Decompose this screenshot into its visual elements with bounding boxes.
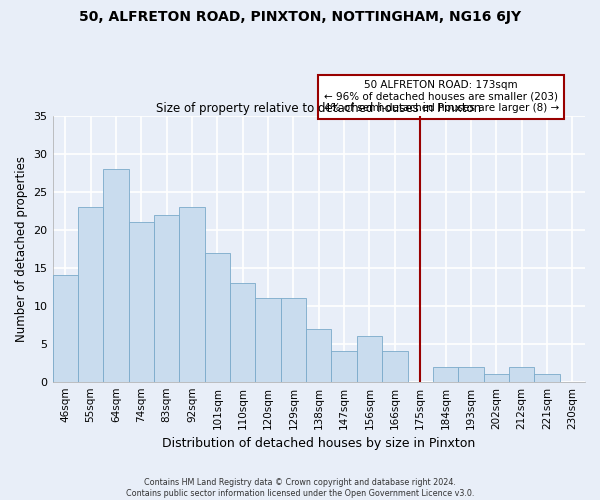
Bar xyxy=(357,336,382,382)
Bar xyxy=(534,374,560,382)
Text: 50 ALFRETON ROAD: 173sqm
← 96% of detached houses are smaller (203)
4% of semi-d: 50 ALFRETON ROAD: 173sqm ← 96% of detach… xyxy=(323,80,559,114)
Text: Contains HM Land Registry data © Crown copyright and database right 2024.
Contai: Contains HM Land Registry data © Crown c… xyxy=(126,478,474,498)
Bar xyxy=(331,352,357,382)
Bar xyxy=(78,207,103,382)
Text: 50, ALFRETON ROAD, PINXTON, NOTTINGHAM, NG16 6JY: 50, ALFRETON ROAD, PINXTON, NOTTINGHAM, … xyxy=(79,10,521,24)
Bar xyxy=(509,366,534,382)
Bar xyxy=(281,298,306,382)
Bar xyxy=(128,222,154,382)
Bar xyxy=(484,374,509,382)
Title: Size of property relative to detached houses in Pinxton: Size of property relative to detached ho… xyxy=(156,102,481,115)
Bar xyxy=(306,328,331,382)
Bar xyxy=(154,214,179,382)
Bar xyxy=(458,366,484,382)
Bar xyxy=(53,276,78,382)
Bar xyxy=(179,207,205,382)
X-axis label: Distribution of detached houses by size in Pinxton: Distribution of detached houses by size … xyxy=(162,437,475,450)
Bar xyxy=(103,169,128,382)
Bar xyxy=(433,366,458,382)
Bar xyxy=(256,298,281,382)
Y-axis label: Number of detached properties: Number of detached properties xyxy=(15,156,28,342)
Bar xyxy=(382,352,407,382)
Bar xyxy=(230,283,256,382)
Bar xyxy=(205,252,230,382)
